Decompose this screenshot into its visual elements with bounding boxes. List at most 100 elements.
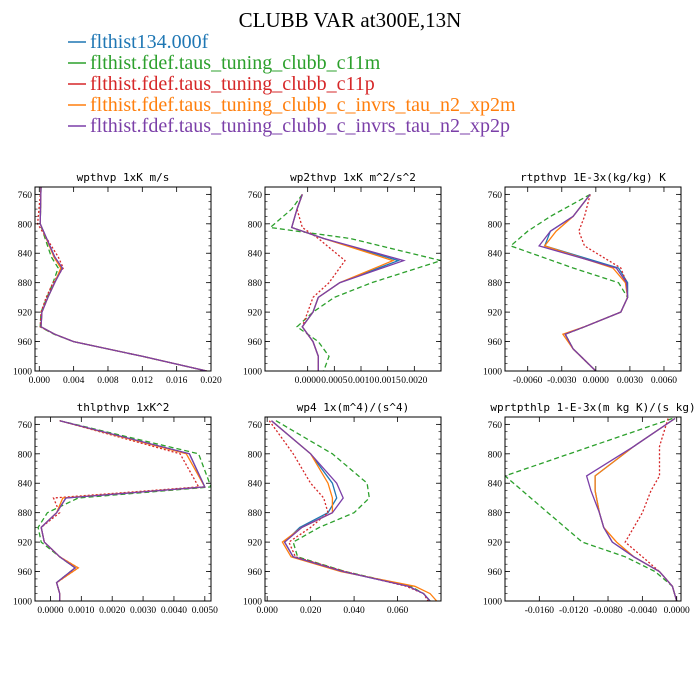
x-tick-label: 0.0000	[295, 376, 321, 386]
series-line-5	[538, 194, 629, 371]
x-tick-label: 0.0020	[401, 376, 427, 386]
x-tick-label: -0.0080	[593, 606, 623, 616]
y-tick-label: 880	[248, 279, 263, 289]
y-tick-label: 840	[18, 480, 33, 490]
x-tick-label: 0.060	[387, 606, 409, 616]
panel-wp2thvp: wp2thvp 1xK m^2/s^2 760 800 840 880 920 960 100…	[243, 171, 442, 386]
legend-entry: flthist.fdef.taus_tuning_clubb_c11m	[90, 52, 381, 74]
y-tick-label: 880	[18, 279, 33, 289]
x-tick-label: 0.0020	[99, 606, 125, 616]
y-tick-label: 1000	[13, 368, 32, 378]
panel-wprtpthlp: wprtpthlp 1-E-3x(m kg K)/(s kg) 760 800 840…	[483, 401, 696, 616]
series-line-3	[40, 420, 200, 601]
x-tick-label: 0.0040	[161, 606, 187, 616]
x-tick-label: 0.0005	[321, 376, 347, 386]
y-tick-label: 880	[488, 279, 503, 289]
y-tick-label: 920	[488, 309, 503, 319]
y-tick-label: 800	[18, 220, 33, 230]
series-line-4	[543, 194, 629, 371]
y-tick-label: 800	[488, 450, 503, 460]
plot-frame	[264, 416, 442, 602]
series-line-4	[290, 194, 395, 371]
x-tick-label: 0.012	[132, 376, 154, 386]
x-tick-label: -0.0120	[559, 606, 589, 616]
x-tick-label: 0.0015	[375, 376, 401, 386]
y-tick-label: 840	[248, 250, 263, 260]
x-tick-label: 0.004	[63, 376, 85, 386]
series-line-5	[39, 187, 207, 371]
y-tick-label: 760	[488, 421, 503, 431]
series-line-5	[271, 420, 431, 601]
panel-title: rtpthvp 1E-3x(kg/kg) K	[520, 171, 666, 184]
panel-title: wprtpthlp 1-E-3x(m kg K)/(s kg)	[490, 401, 695, 414]
y-tick-label: 880	[18, 509, 33, 519]
x-tick-label: 0.0000	[583, 376, 609, 386]
plot-frame	[264, 186, 442, 372]
panel-wp4: wp4 1x(m^4)/(s^4)76080084088092096010000…	[243, 401, 442, 616]
y-tick-label: 840	[488, 250, 503, 260]
series-line-1	[543, 194, 629, 371]
y-tick-label: 1000	[483, 368, 502, 378]
x-tick-label: -0.0060	[513, 376, 543, 386]
y-tick-label: 760	[18, 421, 33, 431]
legend-entry: flthist134.000f	[90, 31, 209, 53]
legend-entry: flthist.fdef.taus_tuning_clubb_c_invrs_t…	[90, 94, 516, 116]
x-tick-label: 0.0060	[651, 376, 677, 386]
panel-title: wp4 1x(m^4)/(s^4)	[297, 401, 410, 414]
plot-frame	[504, 416, 682, 602]
y-tick-label: 960	[18, 568, 33, 578]
panels: wpthvp 1xK m/s76080084088092096010000.00…	[13, 171, 696, 616]
y-tick-label: 920	[18, 539, 33, 549]
y-tick-label: 920	[248, 309, 263, 319]
legend-entry: flthist.fdef.taus_tuning_clubb_c11p	[90, 73, 375, 95]
x-tick-label: 0.0030	[617, 376, 643, 386]
y-tick-label: 960	[488, 568, 503, 578]
series-line-1	[594, 417, 678, 601]
y-tick-label: 960	[248, 338, 263, 348]
series-line-2	[37, 420, 211, 601]
x-tick-label: -0.0040	[628, 606, 658, 616]
y-tick-label: 920	[248, 539, 263, 549]
plot-frame	[34, 186, 212, 372]
y-tick-label: 1000	[13, 598, 32, 608]
plot-frame	[504, 186, 682, 372]
x-tick-label: 0.040	[343, 606, 365, 616]
x-tick-label: 0.0050	[192, 606, 218, 616]
y-tick-label: 880	[248, 509, 263, 519]
y-tick-label: 1000	[243, 368, 262, 378]
panel-rtpthvp: rtpthvp 1E-3x(kg/kg) K 760 800 840 880 920 960…	[483, 171, 682, 386]
y-tick-label: 760	[248, 421, 263, 431]
y-tick-label: 1000	[483, 598, 502, 608]
x-tick-label: 0.0000	[664, 606, 690, 616]
series-line-2	[509, 193, 629, 371]
series-line-2	[268, 194, 441, 371]
y-tick-label: 760	[248, 191, 263, 201]
panel-title: thlpthvp 1xK^2	[77, 401, 170, 414]
y-tick-label: 800	[18, 450, 33, 460]
x-tick-label: -0.0160	[525, 606, 555, 616]
y-tick-label: 800	[488, 220, 503, 230]
y-tick-label: 960	[248, 568, 263, 578]
series-line-3	[268, 420, 429, 601]
y-tick-label: 840	[488, 480, 503, 490]
y-tick-label: 760	[488, 191, 503, 201]
x-tick-label: 0.0010	[68, 606, 94, 616]
series-line-1	[290, 194, 401, 371]
y-tick-label: 960	[18, 338, 33, 348]
series-line-3	[36, 187, 207, 371]
x-tick-label: 0.0000	[37, 606, 63, 616]
x-tick-label: -0.0030	[547, 376, 577, 386]
legend-entry: flthist.fdef.taus_tuning_clubb_c_invrs_t…	[90, 115, 510, 137]
y-tick-label: 840	[248, 480, 263, 490]
series-line-3	[624, 418, 678, 601]
y-tick-label: 800	[248, 450, 263, 460]
x-tick-label: 0.000	[256, 606, 278, 616]
x-tick-label: 0.020	[200, 376, 222, 386]
x-tick-label: 0.008	[97, 376, 119, 386]
legend: flthist134.000fflthist.fdef.taus_tuning_…	[68, 31, 516, 137]
chart-title: CLUBB VAR at300E,13N	[239, 8, 462, 32]
panel-title: wp2thvp 1xK m^2/s^2	[290, 171, 416, 184]
series-line-4	[271, 420, 438, 601]
series-line-5	[585, 417, 678, 601]
